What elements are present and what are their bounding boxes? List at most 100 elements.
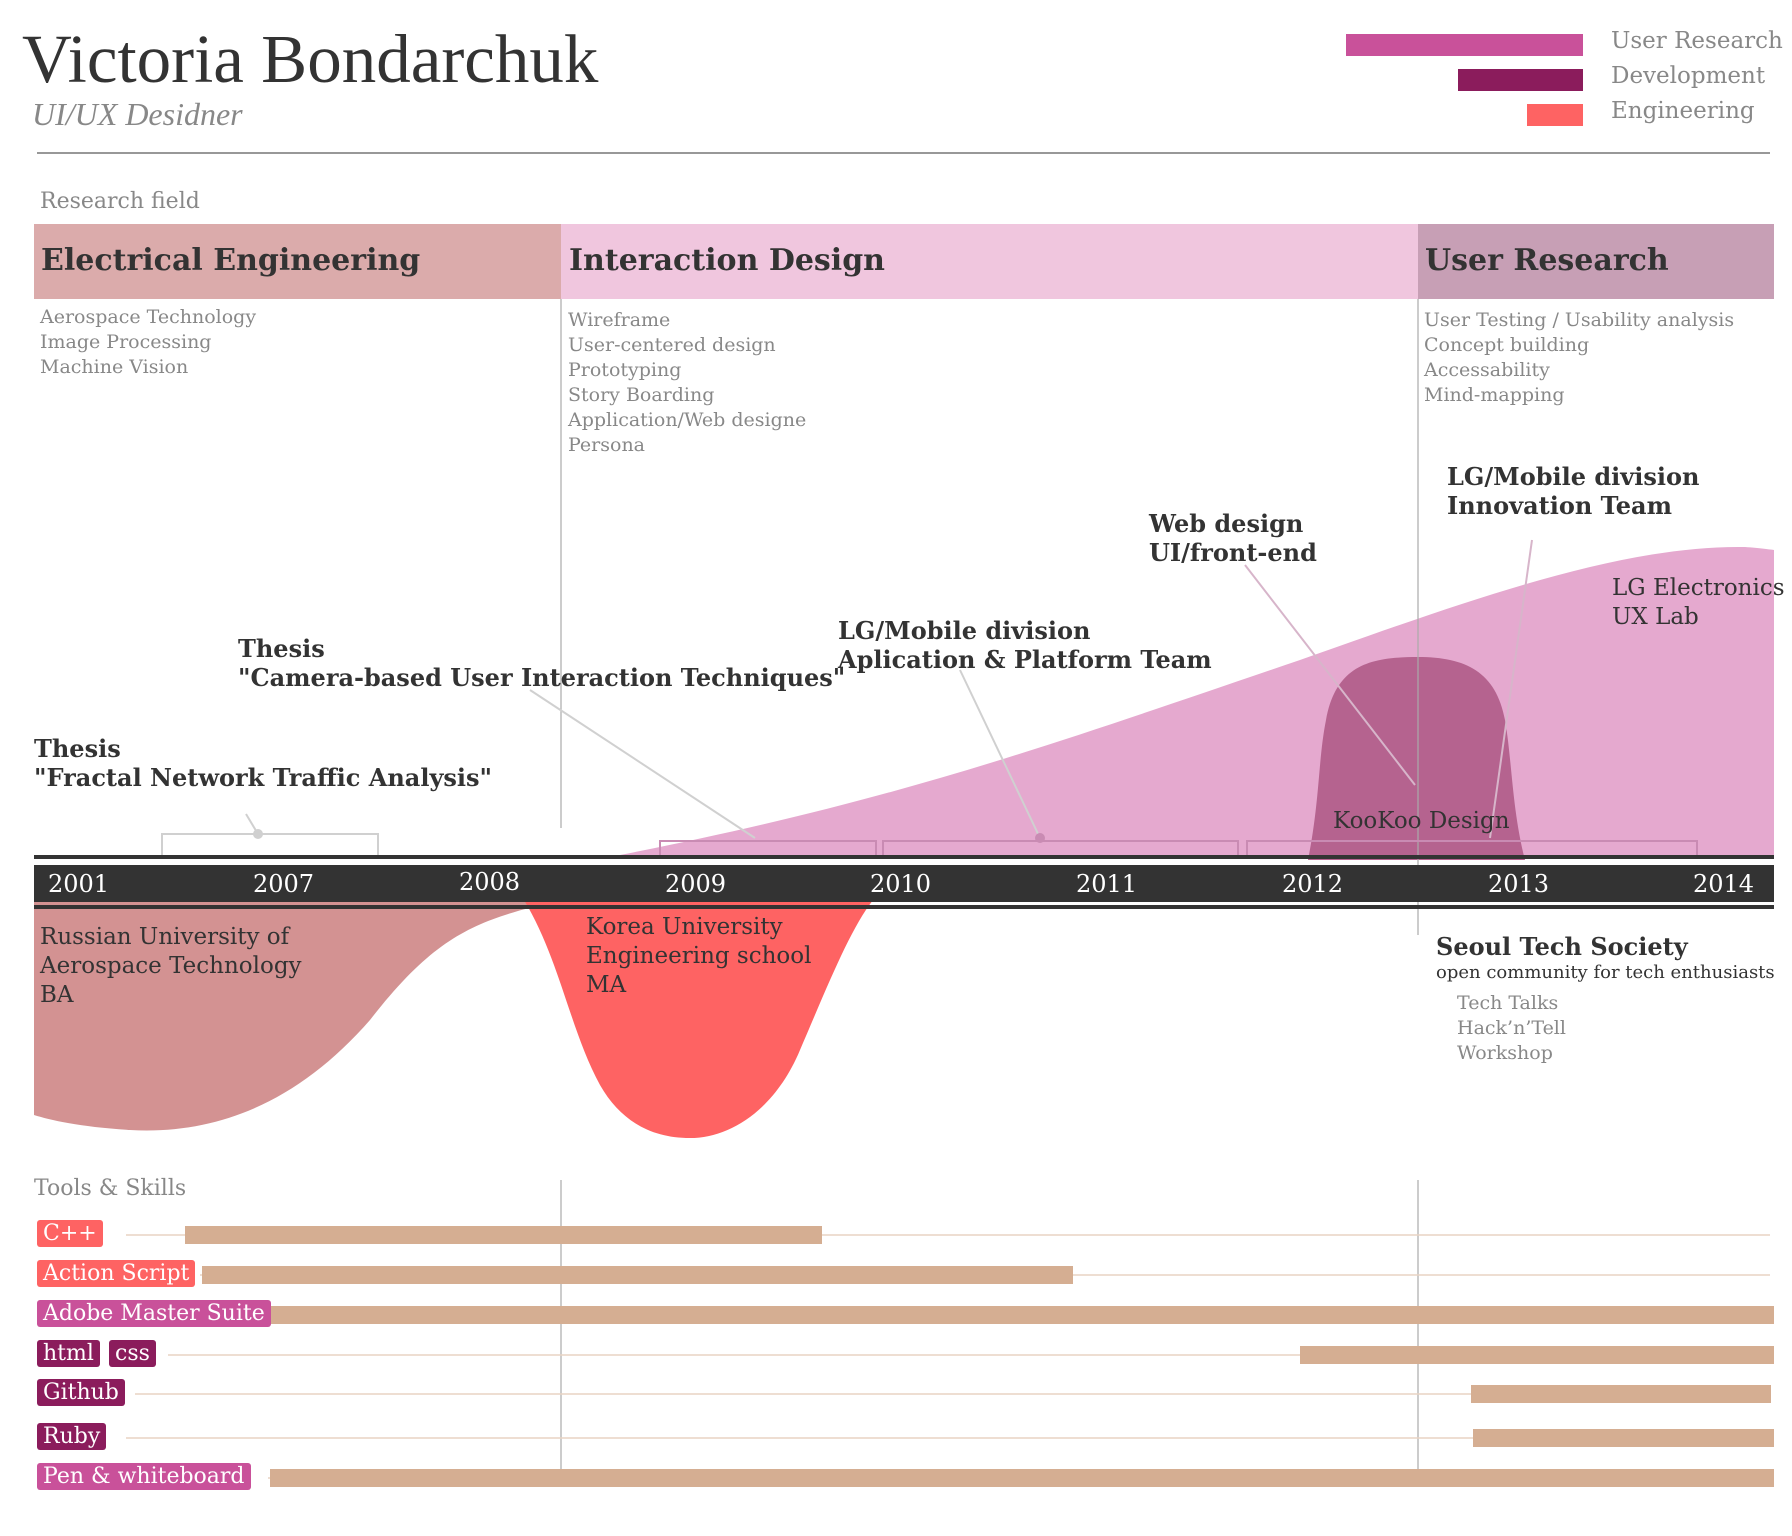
skill-tag: Pen & whiteboard	[37, 1463, 251, 1490]
legend-label-engineering: Engineering	[1611, 98, 1755, 124]
event-line: Aplication & Platform Team	[838, 645, 1212, 674]
year-label: 2013	[1488, 870, 1550, 898]
field-band-interaction	[561, 224, 1418, 299]
skill-row-ruby: Ruby	[37, 1423, 107, 1450]
event-line: LG/Mobile division	[838, 616, 1091, 645]
year-label: 2012	[1282, 870, 1344, 898]
skill-tag: Github	[37, 1379, 125, 1406]
skill-tag: Adobe Master Suite	[37, 1300, 271, 1327]
lg-electronics-area	[620, 546, 1774, 855]
education-line: BA	[40, 982, 74, 1008]
legend-swatch-user-research	[1346, 34, 1583, 56]
skill-row-pen: Pen & whiteboard	[37, 1463, 251, 1490]
event-line: LG/Mobile division	[1447, 462, 1700, 491]
legend-swatch-engineering	[1527, 104, 1583, 126]
year-label: 2010	[870, 870, 932, 898]
event-line: Web design	[1149, 509, 1304, 538]
year-label: 2007	[253, 870, 315, 898]
work-lg-electronics: LG Electronics UX Lab	[1612, 574, 1785, 632]
person-role: UI/UX Desidner	[32, 96, 243, 132]
topic-item: Accessability	[1424, 359, 1550, 381]
topic-item: Persona	[568, 434, 646, 456]
education-line: MA	[586, 972, 627, 998]
education-line: Russian University of	[40, 924, 290, 950]
skill-row-github: Github	[37, 1379, 125, 1406]
skill-tag: html	[37, 1340, 100, 1367]
skill-bars	[185, 1226, 1774, 1487]
work-kookoo-design: KooKoo Design	[1333, 808, 1510, 834]
topic-item: Machine Vision	[40, 356, 189, 378]
field-title-user-research: User Research	[1425, 243, 1669, 278]
topic-item: Story Boarding	[568, 384, 715, 406]
event-line: Thesis	[238, 634, 325, 663]
russian-university-area	[34, 900, 560, 1131]
topic-list-user-research: User Testing / Usability analysis Concep…	[1424, 308, 1734, 408]
topic-item: User-centered design	[568, 334, 776, 356]
community-item: Workshop	[1457, 1042, 1553, 1064]
event-lg-innovation: LG/Mobile division Innovation Team	[1447, 462, 1699, 520]
community-subtitle: open community for tech enthusiasts	[1436, 962, 1775, 983]
legend-label-user-research: User Research	[1611, 28, 1783, 54]
field-title-engineering: Electrical Engineering	[41, 243, 421, 278]
year-axis	[34, 865, 1774, 902]
skill-tag: Ruby	[37, 1423, 107, 1450]
skill-duration-bar	[185, 1226, 822, 1244]
education-line: Engineering school	[586, 943, 812, 969]
legend-label-development: Development	[1611, 63, 1766, 89]
year-label: 2014	[1693, 870, 1755, 898]
event-lg-platform: LG/Mobile division Aplication & Platform…	[838, 616, 1212, 674]
topic-item: Application/Web designe	[568, 409, 807, 431]
person-name: Victoria Bondarchuk	[22, 21, 599, 97]
education-line: Aerospace Technology	[40, 953, 302, 979]
event-line: UI/front-end	[1149, 538, 1317, 567]
topic-item: Aerospace Technology	[40, 306, 257, 328]
skill-duration-bar	[270, 1306, 1774, 1324]
kookoo-design-area	[1308, 657, 1525, 860]
korea-university-area	[524, 900, 873, 1138]
topic-item: Mind-mapping	[1424, 384, 1565, 406]
topic-list-engineering: Aerospace Technology Image Processing Ma…	[40, 305, 256, 380]
topic-item: Concept building	[1424, 334, 1590, 356]
event-thesis-camera: Thesis "Camera-based User Interaction Te…	[238, 634, 845, 692]
event-line: Innovation Team	[1447, 491, 1672, 520]
skill-row-action-script: Action Script	[37, 1260, 196, 1287]
skill-duration-bar	[202, 1266, 1073, 1284]
community-item: Hack’n’Tell	[1457, 1017, 1566, 1039]
education-russian-university: Russian University of Aerospace Technolo…	[40, 923, 302, 1010]
skill-row-html-css: html css	[37, 1340, 156, 1367]
community-item: Tech Talks	[1457, 992, 1559, 1014]
research-section-label: Research field	[40, 189, 200, 214]
field-title-interaction: Interaction Design	[569, 243, 885, 278]
event-brackets	[161, 539, 1698, 856]
year-label: 2009	[665, 870, 727, 898]
legend-swatch-development	[1458, 69, 1583, 91]
topic-item: Prototyping	[568, 359, 682, 381]
skill-tag: Action Script	[37, 1260, 196, 1287]
skill-duration-bar	[270, 1469, 1774, 1487]
event-thesis-fractal: Thesis "Fractal Network Traffic Analysis…	[34, 734, 492, 792]
year-label: 2001	[48, 870, 110, 898]
skills-section-label: Tools & Skills	[34, 1176, 187, 1201]
skill-row-adobe: Adobe Master Suite	[37, 1300, 271, 1327]
field-band-engineering	[34, 224, 561, 299]
skill-tag: css	[109, 1340, 156, 1367]
event-line: "Camera-based User Interaction Technique…	[238, 663, 846, 692]
topic-list-interaction: Wireframe User-centered design Prototypi…	[568, 308, 806, 458]
community-items: Tech Talks Hack’n’Tell Workshop	[1457, 991, 1566, 1066]
community-title: Seoul Tech Society	[1436, 932, 1688, 961]
year-label: 2011	[1076, 870, 1138, 898]
work-line: UX Lab	[1612, 604, 1699, 630]
education-korea-university: Korea University Engineering school MA	[586, 913, 811, 1000]
skill-row-cpp: C++	[37, 1220, 103, 1247]
skill-duration-bar	[1471, 1385, 1771, 1403]
skill-duration-bar	[1473, 1429, 1774, 1447]
education-line: Korea University	[586, 914, 783, 940]
topic-item: User Testing / Usability analysis	[1424, 309, 1735, 331]
topic-item: Wireframe	[568, 309, 671, 331]
skill-tag: C++	[37, 1220, 103, 1247]
event-web-design: Web design UI/front-end	[1149, 509, 1317, 567]
work-line: LG Electronics	[1612, 575, 1785, 601]
event-line: "Fractal Network Traffic Analysis"	[34, 763, 493, 792]
